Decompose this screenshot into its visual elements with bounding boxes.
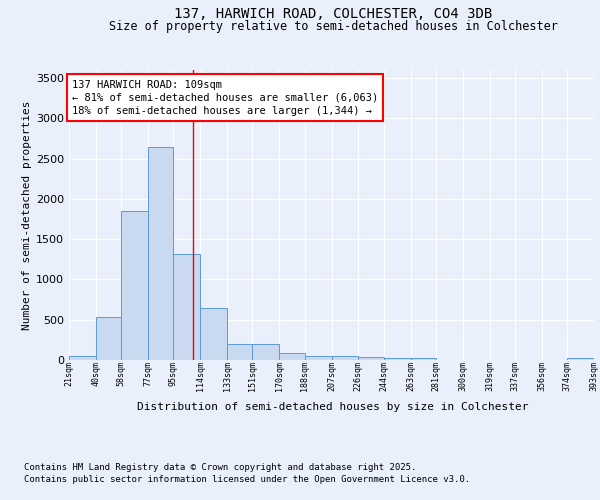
Text: Distribution of semi-detached houses by size in Colchester: Distribution of semi-detached houses by …	[137, 402, 529, 412]
Bar	[279, 353, 305, 360]
Text: Contains public sector information licensed under the Open Government Licence v3: Contains public sector information licen…	[24, 475, 470, 484]
Bar	[410, 358, 436, 360]
Bar	[96, 318, 121, 360]
Bar	[253, 344, 279, 360]
Text: Size of property relative to semi-detached houses in Colchester: Size of property relative to semi-detach…	[109, 20, 557, 33]
Bar	[567, 358, 594, 360]
Bar	[331, 356, 358, 360]
Bar	[227, 344, 253, 360]
Bar	[200, 308, 227, 360]
Bar	[69, 356, 96, 360]
Text: 137, HARWICH ROAD, COLCHESTER, CO4 3DB: 137, HARWICH ROAD, COLCHESTER, CO4 3DB	[174, 8, 492, 22]
Bar	[121, 211, 148, 360]
Text: Contains HM Land Registry data © Crown copyright and database right 2025.: Contains HM Land Registry data © Crown c…	[24, 462, 416, 471]
Y-axis label: Number of semi-detached properties: Number of semi-detached properties	[22, 100, 32, 330]
Bar	[358, 357, 384, 360]
Bar	[148, 146, 173, 360]
Text: 137 HARWICH ROAD: 109sqm
← 81% of semi-detached houses are smaller (6,063)
18% o: 137 HARWICH ROAD: 109sqm ← 81% of semi-d…	[72, 80, 378, 116]
Bar	[305, 356, 331, 360]
Bar	[173, 254, 200, 360]
Bar	[384, 358, 410, 360]
